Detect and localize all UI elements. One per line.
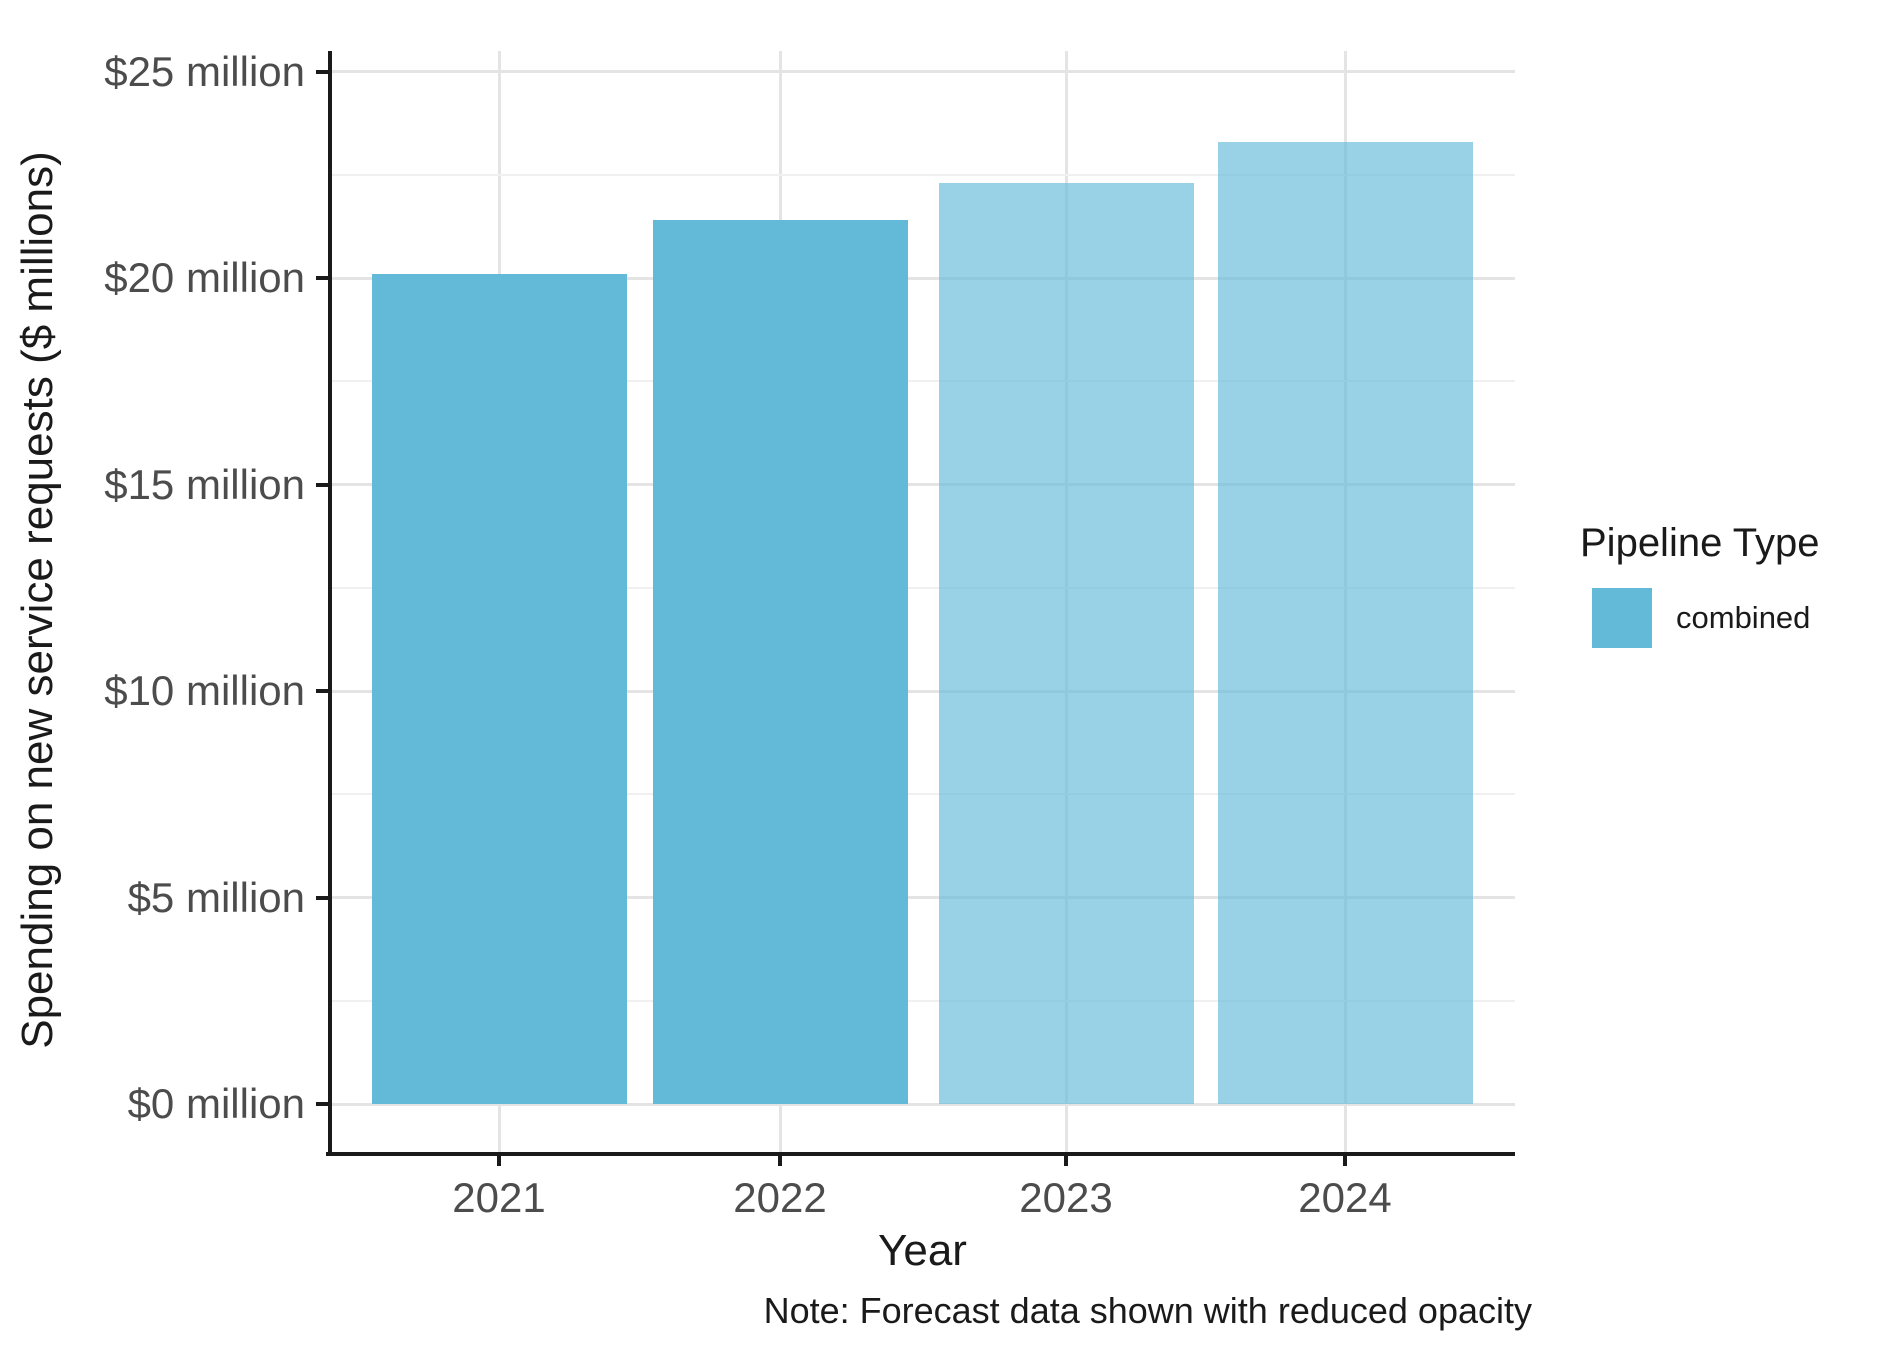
x-tick-mark [1064,1156,1068,1166]
bar-2022 [652,220,908,1104]
y-tick-label: $20 million [104,254,305,301]
x-axis-line [326,1152,1515,1156]
minor-gridline [330,586,1515,589]
minor-gridline [330,999,1515,1002]
y-tick-mark [316,69,328,74]
x-tick-mark [778,1156,782,1166]
major-gridline [330,1102,1515,1106]
legend-title: Pipeline Type [1580,521,1820,565]
x-axis-title: Year [878,1226,967,1275]
y-tick-mark [316,1102,328,1106]
x-tick-label-2023: 2023 [1019,1174,1113,1221]
y-tick-label: $15 million [104,460,305,508]
major-gridline [330,689,1515,693]
y-tick-label: $10 million [104,667,305,714]
minor-gridline [330,793,1515,796]
x-tick-label-2024: 2024 [1298,1174,1392,1221]
y-tick-label: $5 million [127,873,305,921]
bar-2023 [938,183,1194,1104]
footnote: Note: Forecast data shown with reduced o… [763,1290,1532,1331]
x-tick-mark [1343,1156,1347,1166]
major-gridline [330,70,1515,73]
y-tick-mark [316,689,328,693]
y-tick-label: $0 million [127,1080,305,1127]
x-tick-label-2022: 2022 [733,1174,827,1221]
x-tick-mark [497,1156,501,1166]
major-gridline [330,896,1515,899]
y-axis-title: Spending on new service requests ($ mill… [13,151,62,1049]
y-axis-line [328,51,332,1156]
y-tick-mark [316,482,328,487]
bar-2024 [1217,141,1473,1104]
legend-swatch [1592,588,1652,648]
legend-entry-label: combined [1676,600,1811,635]
major-gridline [330,276,1515,280]
minor-gridline [330,173,1515,176]
major-gridline [330,483,1515,486]
y-tick-mark [316,895,328,900]
y-tick-label: $25 million [104,47,305,95]
minor-gridline [330,380,1515,383]
x-tick-label-2021: 2021 [452,1174,546,1221]
bar-2021 [371,273,627,1104]
y-tick-mark [316,276,328,280]
